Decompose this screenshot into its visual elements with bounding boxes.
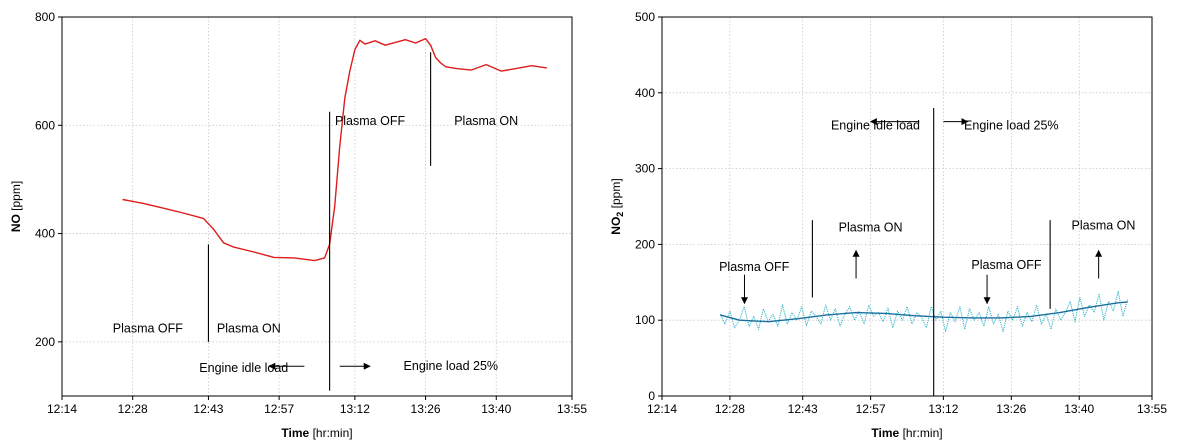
annotation-label: Plasma ON [454,114,518,128]
plot-frame [661,16,1153,397]
annotation-label: Plasma OFF [971,258,1042,272]
no-series-line [122,38,547,262]
y-axis-label: NO [ppm] [9,181,23,232]
x-tick-label: 12:28 [118,402,148,416]
y-tick-label: 0 [648,389,655,403]
plot-frame [61,16,573,397]
x-tick-label: 12:43 [788,402,818,416]
y-tick-label: 800 [35,10,55,24]
no2-raw-series-line [719,290,1129,333]
annotation-label: Engine idle load [831,118,920,132]
x-tick-label: 13:12 [928,402,958,416]
annotation-label: Engine idle load [199,361,288,375]
x-tick-label: 12:57 [264,402,294,416]
y-tick-label: 300 [635,162,655,176]
y-axis-label-subscript: 2 [615,212,625,217]
x-tick-label: 13:55 [1137,402,1167,416]
y-tick-label: 100 [635,313,655,327]
no2-trend-line [720,301,1128,323]
x-axis-label: Time [hr:min] [871,426,942,440]
x-axis-label-unit: [hr:min] [903,426,943,440]
y-tick-label: 200 [635,237,655,251]
annotation-label: Plasma OFF [335,114,406,128]
annotation-label: Plasma ON [217,321,281,335]
y-tick-label: 500 [635,10,655,24]
x-tick-label: 13:26 [996,402,1026,416]
no2-chart: 12:14 12:28 12:43 12:57 13:12 13:26 13:40 13:55… [609,10,1167,440]
x-axis-label-bold: Time [281,426,309,440]
x-tick-label: 12:43 [193,402,223,416]
y-axis-label-bold: NO [609,217,623,235]
x-tick-label: 13:40 [1064,402,1094,416]
y-axis-label-unit: [ppm] [609,178,623,208]
annotation-label: Engine load 25% [964,118,1059,132]
x-axis-label-unit: [hr:min] [313,426,353,440]
x-tick-label: 13:26 [411,402,441,416]
annotation-label: Plasma OFF [113,321,184,335]
y-tick-label: 400 [35,227,55,241]
annotation-label: Engine load 25% [404,359,499,373]
x-tick-label: 12:14 [47,402,77,416]
x-tick-label: 12:28 [715,402,745,416]
annotation-label: Plasma ON [839,221,903,235]
x-tick-label: 13:55 [557,402,587,416]
no-chart: 12:14 12:28 12:43 12:57 13:12 13:26 13:40 13:55… [9,10,587,440]
y-tick-label: 600 [35,118,55,132]
annotation-label: Plasma ON [1072,218,1136,232]
x-tick-label: 12:57 [856,402,886,416]
annotation-label: Plasma OFF [719,260,790,274]
y-axis-label: NO2 [ppm] [609,178,625,234]
x-tick-label: 13:12 [340,402,370,416]
y-axis-label-unit: [ppm] [9,181,23,211]
x-tick-label: 12:14 [647,402,677,416]
y-axis-label-bold: NO [9,214,23,232]
x-axis-label-bold: Time [871,426,899,440]
y-tick-label: 400 [635,86,655,100]
y-tick-label: 200 [35,335,55,349]
x-axis-label: Time [hr:min] [281,426,352,440]
x-tick-label: 13:40 [481,402,511,416]
